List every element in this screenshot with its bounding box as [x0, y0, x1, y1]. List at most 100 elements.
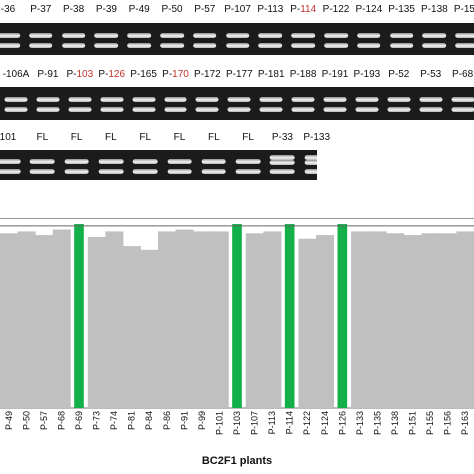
lane-label-text: P-38 — [63, 4, 85, 15]
x-tick-label: P-57 — [39, 411, 49, 430]
bar — [87, 236, 106, 408]
lane-label: P-188 — [290, 68, 317, 82]
lane-label: P-170 — [162, 68, 189, 82]
lane-label-text: P-50 — [161, 4, 183, 15]
lane-label: P-50 — [161, 3, 182, 17]
lane-label-text: P- — [66, 69, 77, 80]
gel-band — [98, 159, 124, 164]
gel-band — [100, 107, 124, 113]
lane-label-text: P- — [98, 69, 109, 80]
lane-label-highlight: 103 — [76, 69, 94, 80]
gel-band — [291, 32, 315, 38]
gel-band — [451, 107, 474, 113]
gel-band — [201, 168, 227, 174]
gel-band — [455, 42, 474, 48]
lane-label-text: P-177 — [225, 69, 253, 80]
x-tick-label: P-126 — [337, 411, 347, 435]
lane-label-text: P-133 — [303, 132, 331, 143]
gel-band — [258, 32, 283, 38]
lane-label: P-33 — [272, 131, 293, 145]
gel-band — [304, 168, 317, 174]
lane-label: P-38 — [63, 3, 84, 17]
lane-label-highlight: 126 — [108, 69, 126, 80]
x-tick-label: P-103 — [232, 411, 242, 435]
gel-band — [64, 159, 89, 164]
gel-row-1-labels: -36 P-37 P-38 P-39 P-49 P-50 P-57 P-107 P-113 P-1… — [0, 3, 474, 19]
lane-label: P-126 — [98, 68, 125, 82]
lane-label: P-193 — [354, 68, 381, 82]
lane-label: 101 — [0, 131, 16, 145]
gel-band — [28, 42, 53, 48]
gel-band — [291, 107, 315, 113]
gel-band — [323, 96, 347, 102]
lane-label: P-103 — [66, 68, 93, 82]
x-tick-label: P-138 — [390, 411, 400, 435]
gel-band — [195, 107, 219, 113]
bar — [193, 231, 212, 408]
lane-label: P-68 — [452, 68, 473, 82]
bc2f1-bar-chart: P-49 P-50 P-57 P-68 P-69 P-73 P-74 P-81 P-84 P-86… — [0, 218, 474, 435]
bar — [421, 233, 440, 408]
lane-label-highlight: 170 — [172, 69, 189, 80]
lane-label-text: P-191 — [321, 69, 349, 80]
lane-label-text: P-122 — [322, 4, 350, 15]
gel-band — [324, 32, 348, 38]
lane-label: P-177 — [226, 68, 253, 82]
lane-label: P-114 — [290, 3, 316, 17]
gel-band — [387, 107, 411, 113]
lane-label: FL — [139, 131, 151, 145]
bar — [368, 231, 387, 408]
gel-band — [0, 42, 20, 48]
gel-band — [167, 168, 192, 174]
lane-label-text: FL — [207, 132, 220, 143]
lane-label: P-191 — [322, 68, 349, 82]
gel-band — [0, 168, 21, 174]
lane-label-text: P-181 — [257, 69, 285, 80]
gel-band — [68, 96, 92, 102]
x-tick-label: P-81 — [127, 411, 137, 430]
lane-label-text: P-52 — [388, 69, 410, 80]
lane-label: FL — [71, 131, 83, 145]
gel-band — [167, 159, 192, 164]
gel-band — [100, 96, 124, 102]
gel-band — [387, 96, 411, 102]
gel-band — [355, 107, 379, 113]
lane-label: P-39 — [96, 3, 117, 17]
lane-label-text: -36 — [0, 4, 16, 15]
bar — [403, 235, 422, 408]
x-axis-title: BC2F1 plants — [201, 455, 273, 467]
gel-band — [419, 107, 443, 113]
gel-band — [4, 96, 28, 102]
lane-label: P-49 — [129, 3, 150, 17]
gel-band — [323, 107, 347, 113]
gel-band — [356, 32, 381, 38]
lane-label: P-165 — [130, 68, 157, 82]
x-tick-label: P-69 — [74, 411, 84, 430]
lane-label: -106A — [3, 68, 30, 82]
lane-label: P-113 — [257, 3, 283, 17]
lane-label: P-172 — [194, 68, 221, 82]
bar — [122, 246, 141, 408]
lane-label: P-151 — [454, 3, 474, 17]
gel-band — [291, 42, 315, 48]
bar — [263, 231, 282, 408]
gel-band — [259, 96, 283, 102]
bar — [386, 233, 405, 408]
gel-band — [235, 168, 261, 174]
lane-label-highlight: 114 — [300, 4, 317, 15]
gel-band — [422, 32, 447, 38]
bar-highlighted — [232, 224, 242, 408]
lane-label-text: FL — [139, 132, 152, 143]
bar — [456, 231, 474, 408]
bar — [158, 231, 177, 408]
lane-label-text: P-107 — [224, 4, 251, 15]
gel-band — [304, 154, 317, 160]
gel-band — [132, 107, 156, 113]
x-tick-label: P-135 — [372, 411, 382, 435]
gel-band — [127, 42, 151, 48]
gel-band — [324, 42, 348, 48]
lane-label: FL — [208, 131, 220, 145]
lane-label-text: FL — [173, 132, 186, 143]
lane-label: P-107 — [224, 3, 251, 17]
x-tick-label: P-101 — [214, 411, 224, 435]
